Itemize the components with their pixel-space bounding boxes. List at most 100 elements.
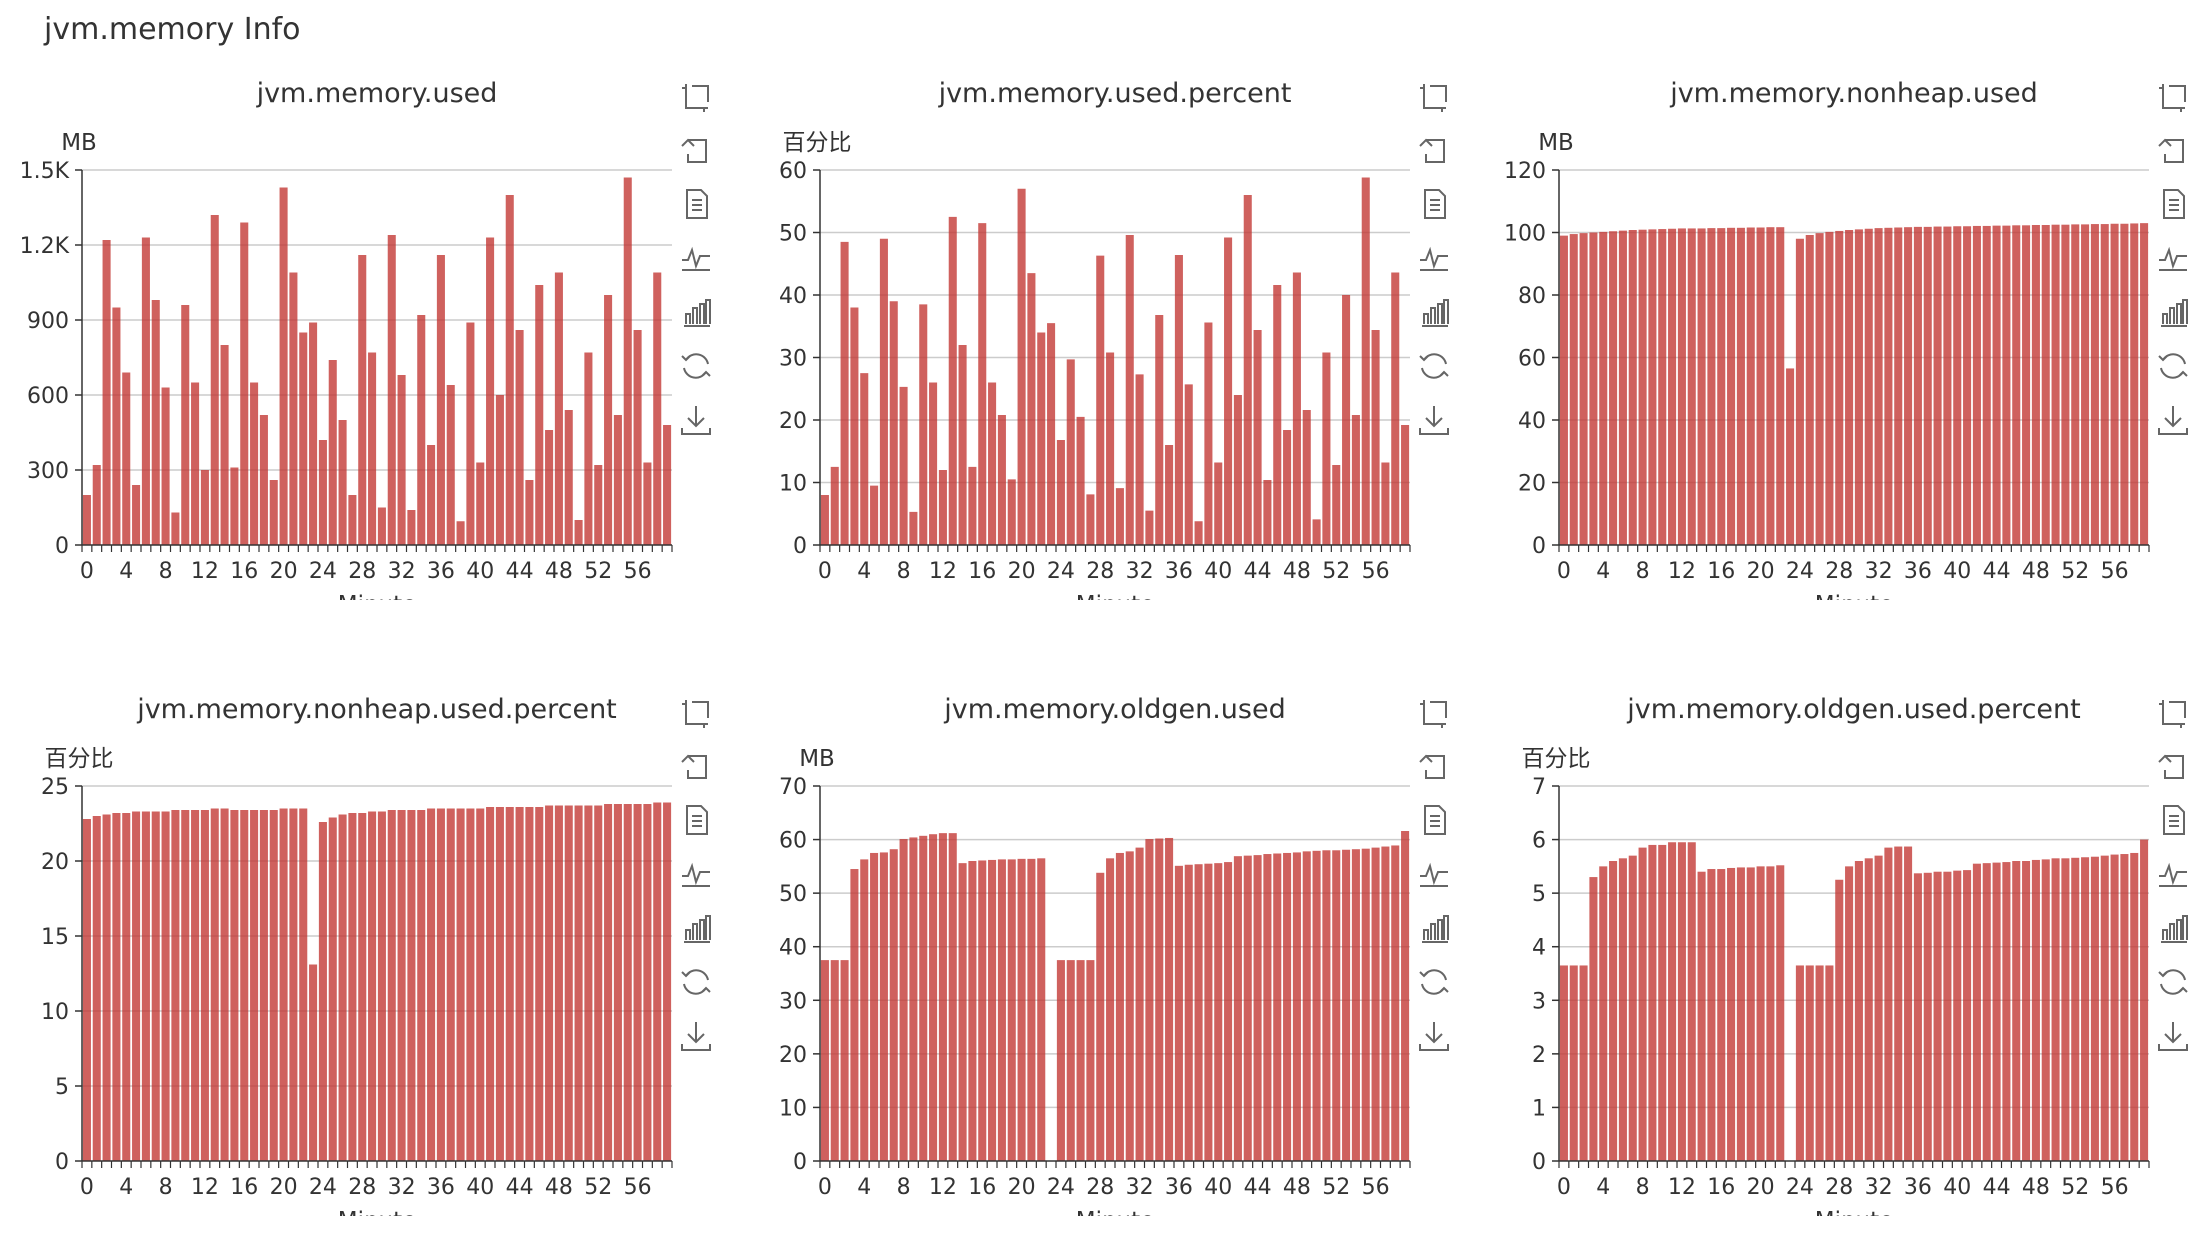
bar-44[interactable] [1992,225,2001,546]
bar-26[interactable] [338,814,347,1162]
bar-0[interactable] [82,495,91,545]
bar-40[interactable] [1214,462,1223,546]
bar-5[interactable] [1609,231,1618,545]
bar-51[interactable] [584,805,593,1162]
bar-12[interactable] [1677,228,1686,545]
bar-0[interactable] [820,960,829,1161]
bar-15[interactable] [230,467,239,546]
bar-17[interactable] [250,810,259,1161]
line-chart-icon[interactable] [2155,240,2191,276]
bar-34[interactable] [1155,315,1164,545]
bar-13[interactable] [210,808,219,1162]
bar-25[interactable] [328,360,337,545]
bar-41[interactable] [1963,226,1972,545]
bar-26[interactable] [1076,416,1085,546]
bar-49[interactable] [564,805,573,1162]
bar-5[interactable] [870,852,879,1161]
bar-41[interactable] [486,807,495,1161]
bar-46[interactable] [535,285,544,545]
bar-33[interactable] [1884,227,1893,545]
bar-27[interactable] [1086,494,1095,546]
bar-50[interactable] [574,520,583,545]
bar-53[interactable] [604,804,613,1161]
bar-27[interactable] [348,495,357,545]
bar-36[interactable] [1913,226,1922,546]
bar-4[interactable] [860,373,869,546]
line-chart-icon[interactable] [2155,856,2191,892]
bar-21[interactable] [1027,858,1036,1161]
bar-28[interactable] [1835,230,1844,545]
bar-33[interactable] [1145,510,1154,546]
bar-23[interactable] [309,322,318,546]
bar-13[interactable] [1687,228,1696,545]
line-chart-icon[interactable] [1416,856,1452,892]
data-view-icon[interactable] [678,186,714,222]
bar-9[interactable] [1648,229,1657,546]
bar-21[interactable] [1766,227,1775,545]
bar-17[interactable] [1727,867,1736,1161]
bar-5[interactable] [132,485,141,545]
bar-7[interactable] [151,300,160,545]
bar-58[interactable] [2130,852,2139,1161]
bar-23[interactable] [1786,368,1795,545]
bar-33[interactable] [1145,839,1154,1161]
bar-45[interactable] [2002,225,2011,546]
bar-0[interactable] [82,819,91,1161]
bar-20[interactable] [1756,866,1765,1161]
bar-3[interactable] [112,813,121,1161]
bar-37[interactable] [446,808,455,1162]
bar-17[interactable] [988,859,997,1161]
bar-53[interactable] [1342,295,1351,545]
bar-11[interactable] [191,810,200,1161]
bar-10[interactable] [181,305,190,545]
bar-10[interactable] [919,304,928,546]
bar-1[interactable] [830,466,839,546]
bar-11[interactable] [191,382,200,546]
bar-44[interactable] [515,807,524,1161]
bar-41[interactable] [1224,237,1233,546]
bar-34[interactable] [417,810,426,1161]
bar-51[interactable] [2061,858,2070,1161]
bar-chart-icon[interactable] [1416,294,1452,330]
restore-icon[interactable] [678,964,714,1000]
bar-42[interactable] [1972,863,1981,1161]
bar-4[interactable] [860,859,869,1161]
bar-1[interactable] [92,816,101,1161]
bar-22[interactable] [1037,332,1046,546]
bar-26[interactable] [338,420,347,545]
bar-51[interactable] [1322,352,1331,546]
bar-58[interactable] [1391,272,1400,546]
bar-42[interactable] [1972,225,1981,545]
bar-4[interactable] [122,372,131,546]
bar-52[interactable] [1332,465,1341,545]
bar-24[interactable] [1056,960,1065,1161]
bar-58[interactable] [653,272,662,546]
restore-icon[interactable] [1416,348,1452,384]
restore-icon[interactable] [1416,964,1452,1000]
bar-32[interactable] [1135,847,1144,1161]
bar-18[interactable] [997,415,1006,545]
bar-45[interactable] [2002,862,2011,1161]
bar-22[interactable] [1037,858,1046,1161]
bar-29[interactable] [368,352,377,546]
bar-28[interactable] [1835,879,1844,1161]
bar-19[interactable] [269,480,278,545]
bar-22[interactable] [299,808,308,1162]
bar-34[interactable] [1894,846,1903,1161]
bar-37[interactable] [446,385,455,545]
bar-1[interactable] [830,960,839,1161]
bar-37[interactable] [1184,384,1193,546]
bar-18[interactable] [259,415,268,545]
save-image-icon[interactable] [1416,1018,1452,1054]
bar-51[interactable] [584,352,593,546]
bar-40[interactable] [1953,226,1962,545]
bar-52[interactable] [594,465,603,545]
bar-34[interactable] [417,315,426,545]
bar-2[interactable] [102,240,111,545]
bar-18[interactable] [259,810,268,1161]
bar-10[interactable] [919,835,928,1161]
bar-6[interactable] [879,238,888,545]
bar-42[interactable] [495,395,504,545]
bar-6[interactable] [141,237,150,546]
bar-24[interactable] [318,822,327,1161]
